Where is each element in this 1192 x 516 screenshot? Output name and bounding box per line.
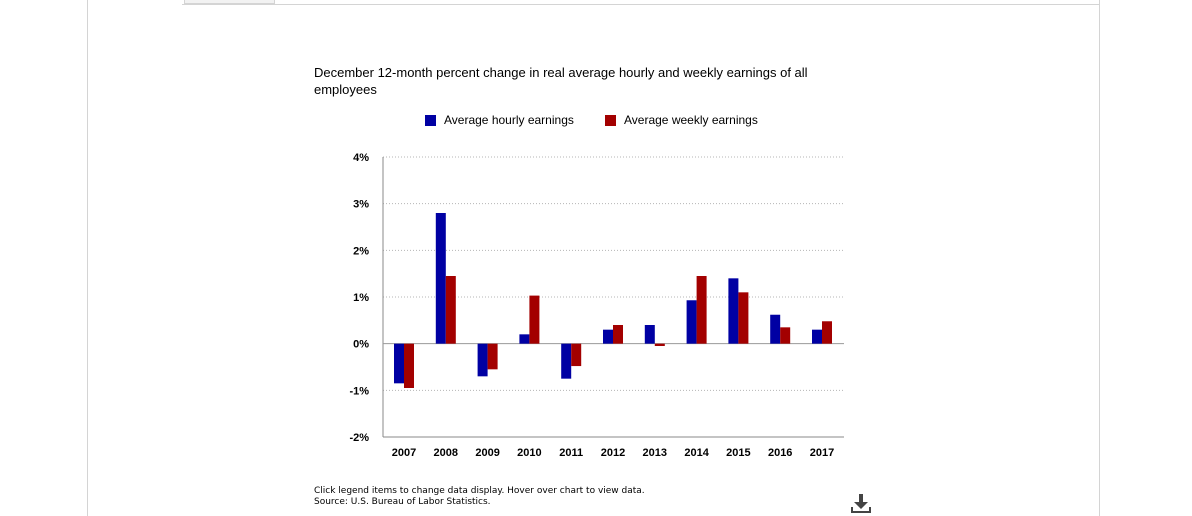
x-tick-label: 2010 (517, 447, 541, 459)
bar-hourly-2012 (603, 329, 613, 344)
legend-swatch-hourly (425, 114, 436, 126)
y-tick-label: 1% (353, 292, 369, 304)
bar-weekly-2016 (780, 327, 791, 344)
legend-item-weekly[interactable]: Average weekly earnings (605, 112, 758, 128)
bar-weekly-2007 (404, 343, 414, 388)
panel-top-border (182, 4, 1100, 5)
x-tick-label: 2012 (601, 447, 625, 459)
legend-swatch-weekly (605, 114, 616, 126)
x-tick-label: 2007 (392, 447, 416, 459)
x-tick-label: 2011 (559, 447, 583, 459)
chart-panel (87, 0, 1100, 516)
legend-label-hourly: Average hourly earnings (444, 113, 574, 127)
bar-weekly-2009 (487, 343, 498, 370)
bar-hourly-2017 (812, 329, 822, 344)
tab-stub[interactable] (184, 0, 275, 4)
bar-weekly-2008 (445, 276, 456, 344)
bar-hourly-2015 (728, 278, 739, 344)
x-tick-label: 2008 (434, 447, 458, 459)
y-tick-label: 4% (353, 152, 369, 164)
bar-hourly-2007 (394, 343, 404, 384)
y-tick-label: -1% (349, 385, 369, 397)
x-tick-label: 2009 (475, 447, 499, 459)
bar-hourly-2013 (644, 325, 655, 344)
bar-hourly-2009 (477, 343, 488, 377)
bar-hourly-2014 (686, 300, 697, 344)
y-tick-label: -2% (349, 432, 369, 444)
y-tick-label: 3% (353, 199, 369, 211)
chart-title: December 12-month percent change in real… (314, 65, 808, 97)
bar-hourly-2010 (519, 334, 530, 344)
bar-weekly-2017 (822, 321, 832, 344)
bar-weekly-2012 (613, 325, 623, 344)
x-tick-label: 2016 (768, 447, 792, 459)
bar-hourly-2016 (770, 314, 781, 344)
legend-label-weekly: Average weekly earnings (624, 113, 758, 127)
footnote-source: Source: U.S. Bureau of Labor Statistics. (314, 497, 491, 507)
chart-footnote: Click legend items to change data displa… (314, 486, 645, 508)
x-tick-label: 2014 (684, 447, 709, 459)
bar-weekly-2010 (529, 295, 540, 344)
y-tick-label: 2% (353, 245, 369, 257)
bar-hourly-2008 (435, 213, 446, 344)
footnote-instructions: Click legend items to change data displa… (314, 486, 645, 496)
x-tick-label: 2017 (810, 447, 834, 459)
x-tick-label: 2013 (643, 447, 667, 459)
download-icon[interactable] (850, 492, 872, 514)
legend-item-hourly[interactable]: Average hourly earnings (425, 112, 574, 128)
bar-weekly-2015 (738, 292, 749, 344)
bar-hourly-2011 (561, 343, 572, 379)
y-tick-label: 0% (353, 339, 369, 351)
bar-weekly-2013 (654, 343, 665, 346)
bar-weekly-2011 (571, 343, 582, 367)
x-tick-label: 2015 (726, 447, 750, 459)
bar-weekly-2014 (696, 276, 707, 344)
download-icon-glyph (851, 494, 871, 513)
